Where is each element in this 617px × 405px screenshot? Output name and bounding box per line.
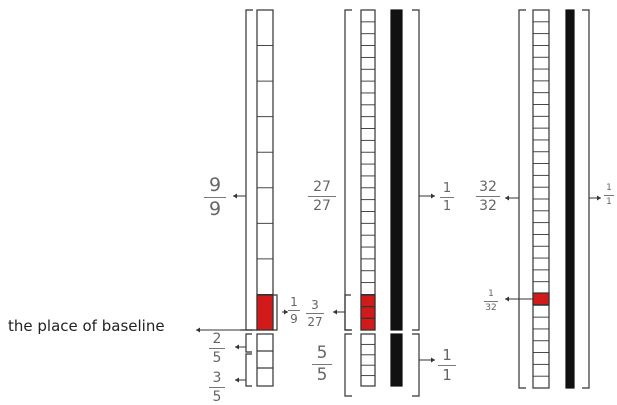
bar1-column	[256, 9, 274, 331]
bar3-upper-arrow-head	[505, 195, 509, 201]
bar3-highlight-cell	[532, 292, 550, 306]
bar2-highlight-cell	[360, 294, 376, 331]
bar3-black-arrow-head	[597, 195, 601, 201]
bar2-black-bracket	[412, 9, 420, 331]
bar3-highlight-fraction: 1 32	[484, 289, 498, 313]
bar2-highlight-bracket	[344, 294, 351, 331]
bar2-lower-black-arrow-head	[431, 357, 435, 363]
bar1-highlight-arrow-head	[284, 309, 288, 315]
bar1-lower-arrow-b-head	[235, 377, 239, 383]
baseline-label: the place of baseline	[8, 317, 165, 335]
bar2-highlight-fraction: 3 27	[306, 298, 324, 329]
bar3-upper-fraction: 32 32	[476, 180, 500, 213]
bar1-lower-bracket-b	[245, 353, 252, 387]
bar2-lower-black-bar	[390, 333, 403, 387]
bar3-black-bracket	[582, 9, 590, 389]
bar1-upper-arrow-head	[233, 193, 237, 199]
baseline-arrow-head	[196, 327, 200, 333]
bar1-upper-bracket	[245, 9, 253, 331]
bar3-upper-bracket	[518, 9, 526, 389]
bar1-highlight-cell	[256, 294, 274, 331]
bar2-black-bar	[390, 9, 403, 331]
bar2-upper-fraction: 27 27	[308, 180, 336, 213]
bar2-upper-bracket	[344, 9, 352, 331]
bar1-highlight-bracket	[272, 294, 278, 331]
bar1-lower-arrow-a-head	[235, 344, 239, 350]
bar2-highlight-arrow-head	[333, 309, 337, 315]
bar2-lower-column	[360, 333, 376, 387]
bar1-lower-bracket-a	[245, 333, 252, 353]
bar3-highlight-arrow-head	[505, 296, 509, 302]
bar3-black-bar	[565, 9, 575, 389]
diagram-marks	[196, 9, 601, 397]
bar1-lower-column	[256, 333, 274, 387]
bar2-lower-black-bracket	[412, 333, 420, 397]
bar2-column	[360, 9, 376, 331]
bar2-lower-bracket	[344, 333, 352, 397]
bar2-black-arrow-head	[431, 193, 435, 199]
